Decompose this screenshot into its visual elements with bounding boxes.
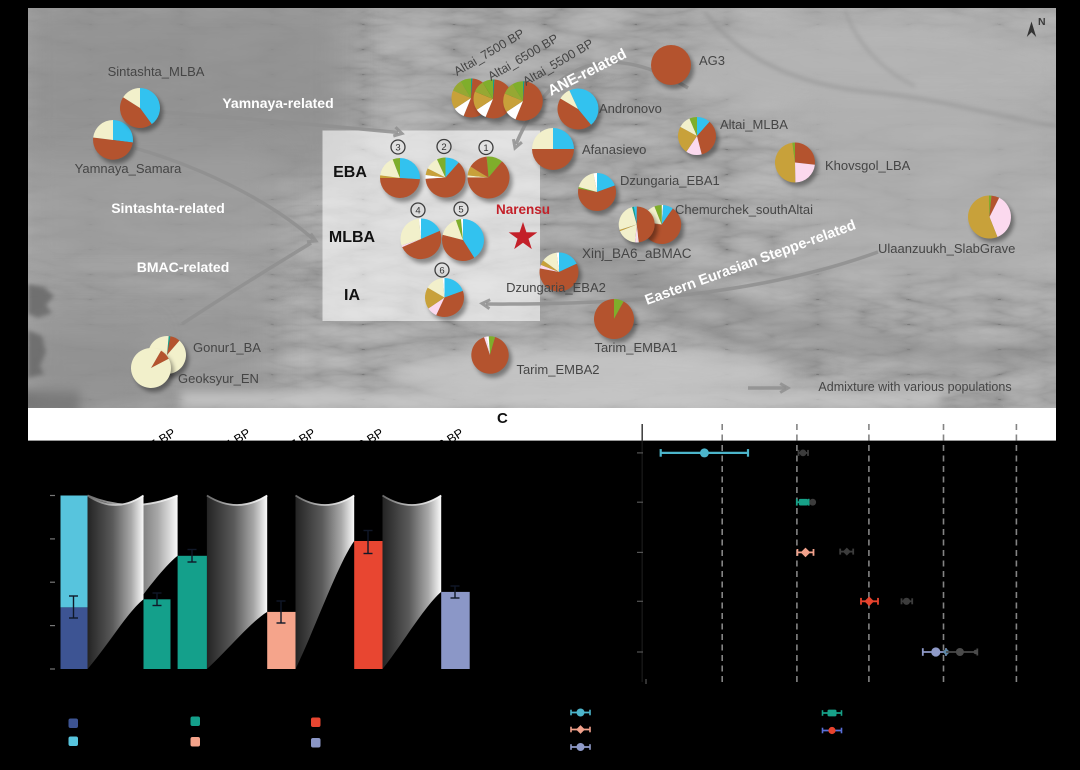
svg-text:Khovsgol_LBA: Khovsgol_LBA — [825, 158, 911, 173]
svg-text:MLBA: MLBA — [329, 229, 376, 246]
svg-text:Ulaanzuukh_SlabGrave: Ulaanzuukh_SlabGrave — [878, 241, 1015, 256]
svg-text:Dzungaria_EBA1: Dzungaria_EBA1 — [620, 173, 720, 188]
svg-text:Narensu: Narensu — [496, 202, 550, 217]
svg-text:Afanasievo: Afanasievo — [582, 142, 646, 157]
svg-text:Geoksyur_EN: Geoksyur_EN — [178, 371, 259, 386]
svg-text:Tarim_EMBA2: Tarim_EMBA2 — [516, 362, 599, 377]
svg-text:4: 4 — [415, 205, 420, 216]
svg-text:Gonur1_BA: Gonur1_BA — [193, 340, 261, 355]
svg-text:Admixture with various populat: Admixture with various populations — [818, 380, 1011, 394]
svg-text:EBA: EBA — [333, 164, 367, 181]
svg-text:Sintashta-related: Sintashta-related — [111, 200, 225, 216]
svg-text:BMAC-related: BMAC-related — [137, 259, 230, 275]
svg-text:Tarim_EMBA1: Tarim_EMBA1 — [594, 340, 677, 355]
svg-text:C: C — [497, 410, 508, 427]
svg-text:Yamnaya_Samara: Yamnaya_Samara — [75, 161, 182, 176]
svg-text:Yamnaya-related: Yamnaya-related — [222, 95, 333, 111]
svg-text:Altai_MLBA: Altai_MLBA — [720, 117, 788, 132]
svg-text:Chemurchek_southAltai: Chemurchek_southAltai — [675, 202, 813, 217]
svg-text:5: 5 — [458, 204, 463, 215]
svg-text:2: 2 — [441, 142, 446, 153]
svg-text:AG3: AG3 — [699, 53, 725, 68]
svg-text:6: 6 — [439, 265, 444, 276]
svg-text:1: 1 — [483, 143, 488, 154]
svg-text:Sintashta_MLBA: Sintashta_MLBA — [108, 64, 205, 79]
svg-text:Andronovo: Andronovo — [599, 101, 662, 116]
svg-text:3: 3 — [395, 142, 400, 153]
svg-text:Dzungaria_EBA2: Dzungaria_EBA2 — [506, 280, 606, 295]
svg-text:N: N — [1038, 16, 1046, 28]
svg-text:Xinj_BA6_aBMAC: Xinj_BA6_aBMAC — [582, 246, 692, 261]
svg-text:IA: IA — [344, 287, 360, 304]
